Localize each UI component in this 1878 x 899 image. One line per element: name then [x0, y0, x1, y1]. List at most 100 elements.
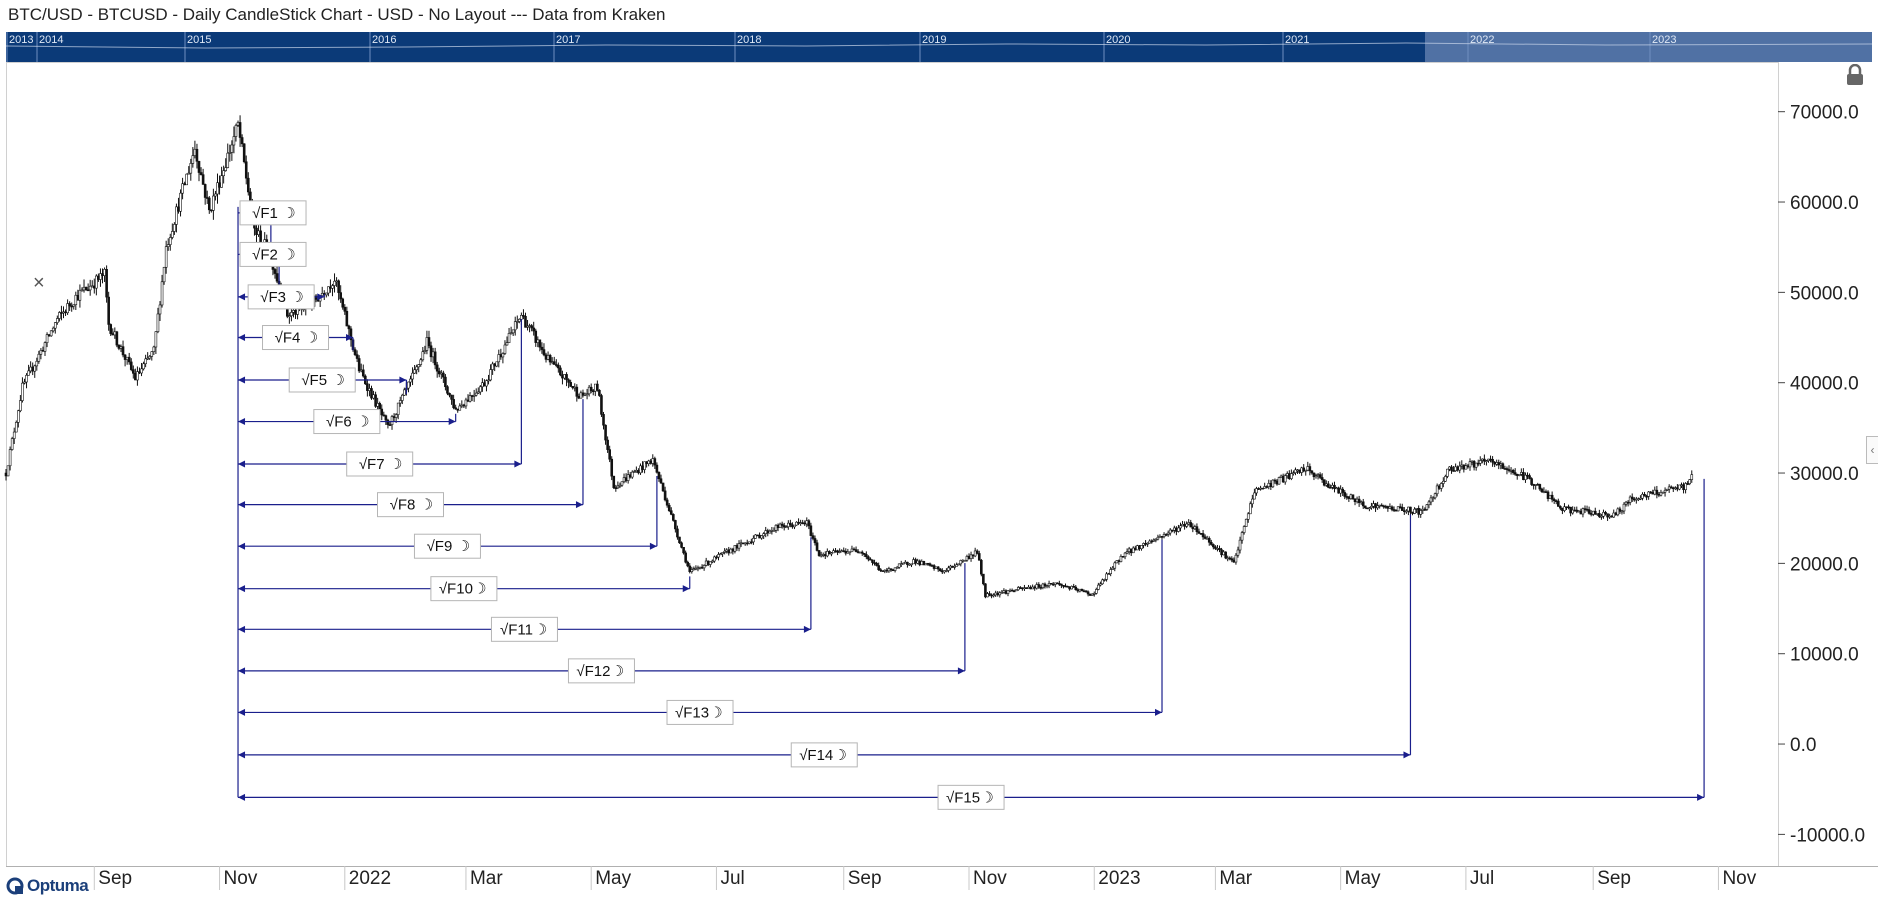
fib-time-projection[interactable]: √F15 ☽: [238, 478, 1705, 810]
candle: [123, 354, 127, 367]
candle: [1429, 494, 1433, 506]
fib-time-projection[interactable]: √F4 ☽: [238, 325, 354, 351]
candle: [150, 351, 154, 361]
candle: [1261, 487, 1264, 490]
projection-label-box[interactable]: [262, 325, 330, 351]
candle: [142, 361, 145, 371]
candle: [1667, 484, 1671, 493]
candle: [583, 392, 587, 397]
candle: [630, 470, 634, 479]
timeline-overview-bar[interactable]: 2013 2014 2015 2016 2017 2018 2019 2020 2021 2022…: [6, 32, 1872, 62]
projection-label-box[interactable]: [239, 200, 307, 226]
candle: [1550, 491, 1554, 503]
date-tick-label: Nov: [973, 868, 1007, 889]
sqrt-fibonacci-time-tool[interactable]: √F1 ☽√F2 ☽√F3 ☽ √F4 ☽ √F5 ☽ √F6 ☽√F7 ☽√F8 ☽√F9 ☽ √F10…: [237, 200, 1705, 810]
candle: [1244, 518, 1248, 527]
projection-label-box[interactable]: [666, 699, 734, 725]
candle: [1343, 490, 1347, 500]
candle: [799, 519, 802, 526]
candle: [1185, 521, 1188, 529]
candle: [1088, 593, 1092, 596]
timeline-overview-graphic[interactable]: 2013 2014 2015 2016 2017 2018 2019 2020 2021 2022…: [6, 32, 1872, 62]
candle: [1257, 487, 1260, 490]
projection-label-box[interactable]: [790, 742, 858, 768]
moon-phase-icon: ☽: [834, 747, 847, 764]
projection-label-box[interactable]: [377, 492, 445, 518]
candle: [144, 354, 147, 368]
moon-phase-icon: ☽: [611, 663, 624, 680]
close-icon[interactable]: ×: [33, 272, 45, 294]
candle: [871, 559, 874, 566]
fib-time-projection[interactable]: √F12 ☽: [238, 563, 966, 684]
candle: [1509, 467, 1513, 475]
fib-time-projection[interactable]: √F11 ☽: [238, 537, 812, 642]
candle: [532, 321, 535, 336]
chevron-left-icon[interactable]: ‹: [1866, 436, 1878, 464]
fib-time-projection[interactable]: √F9 ☽: [238, 475, 658, 559]
projection-label-box[interactable]: [490, 616, 558, 642]
fib-time-projection[interactable]: √F14 ☽: [238, 514, 1412, 768]
candle: [784, 525, 788, 529]
projection-label-box[interactable]: [430, 576, 498, 602]
candle: [1540, 487, 1544, 493]
candle: [602, 411, 605, 430]
projection-label-box[interactable]: [346, 451, 414, 477]
fib-time-projection[interactable]: √F6 ☽: [238, 409, 457, 435]
fib-time-projection[interactable]: √F8 ☽: [238, 399, 584, 518]
projection-label-box[interactable]: [937, 784, 1005, 810]
overview-visible-range[interactable]: [1425, 32, 1872, 62]
projection-label-box[interactable]: [288, 367, 356, 393]
candle: [889, 568, 893, 572]
candle: [1053, 582, 1057, 588]
candle: [1499, 460, 1503, 470]
candle: [90, 280, 94, 288]
candle: [1033, 585, 1037, 591]
projection-label-box[interactable]: [313, 409, 381, 435]
candle: [643, 461, 646, 474]
candle: [984, 583, 987, 599]
fib-time-projection[interactable]: √F3 ☽: [238, 284, 325, 310]
projection-label-box[interactable]: [247, 284, 315, 310]
candle: [472, 389, 476, 402]
fib-time-projection[interactable]: √F7 ☽: [238, 318, 522, 477]
candle: [1209, 539, 1213, 546]
candle: [56, 315, 59, 325]
candle: [557, 362, 560, 373]
candle: [996, 591, 1000, 597]
fib-time-projection[interactable]: √F13 ☽: [238, 539, 1163, 725]
fib-time-projection[interactable]: √F2 ☽: [238, 241, 307, 290]
candle: [1090, 593, 1094, 596]
candle: [210, 209, 213, 213]
candle: [975, 549, 979, 555]
candle: [780, 521, 784, 529]
arrow-left-icon: [238, 501, 246, 509]
lock-icon[interactable]: [1845, 63, 1865, 91]
candle: [66, 299, 69, 315]
fib-time-projection[interactable]: √F5 ☽: [238, 367, 407, 395]
candle: [1542, 487, 1546, 494]
arrow-left-icon: [238, 542, 246, 550]
candle: [1125, 548, 1129, 555]
candle: [1415, 508, 1418, 513]
projection-label-box[interactable]: [239, 241, 307, 267]
candle: [470, 394, 474, 402]
overview-year-label: 2021: [1285, 34, 1309, 46]
projection-label-box[interactable]: [413, 533, 481, 559]
candle: [507, 327, 511, 344]
candle: [1117, 559, 1121, 565]
candle: [1569, 506, 1572, 517]
candle: [1281, 473, 1285, 484]
arrow-left-icon: [238, 376, 246, 384]
candle: [534, 328, 538, 347]
candle: [1647, 491, 1650, 500]
candle: [499, 348, 503, 360]
overview-year-label: 2015: [187, 34, 211, 46]
candle: [1000, 590, 1004, 594]
fib-time-projection[interactable]: √F10 ☽: [238, 576, 691, 602]
candle: [435, 361, 439, 378]
fib-time-projection[interactable]: √F1 ☽: [238, 200, 307, 261]
projection-label-box[interactable]: [567, 658, 635, 684]
candle: [854, 546, 858, 553]
candle: [1598, 509, 1601, 519]
